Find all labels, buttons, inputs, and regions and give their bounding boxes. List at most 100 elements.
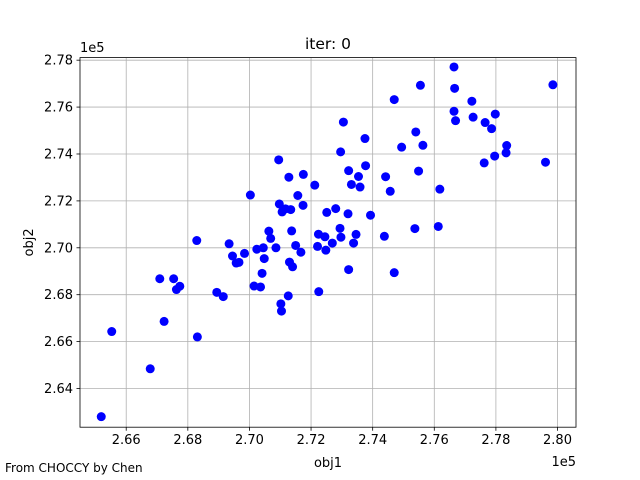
y-axis-ticks: 2.64 2.66 2.68 2.70 2.72 2.74 2.76 2.78 [44,54,80,397]
data-point [271,243,281,253]
data-point [344,166,354,176]
data-point [259,254,269,264]
data-point [366,210,376,220]
x-axis-offset-label: 1e5 [551,455,576,470]
data-point [159,316,169,326]
data-point [218,292,228,302]
data-point [501,148,511,158]
y-tick-label: 2.66 [44,335,73,350]
y-tick-label: 2.72 [44,194,73,209]
x-tick-label: 2.74 [358,433,387,448]
plot-frame [79,57,577,428]
y-tick-label: 2.70 [44,241,73,256]
data-point [276,306,286,316]
data-point [548,80,558,90]
data-point [234,257,244,267]
data-point [336,232,346,242]
data-point [313,241,323,251]
data-point [344,265,354,275]
data-point [381,172,391,182]
data-point [107,327,117,337]
data-point [468,112,478,122]
data-point [240,248,250,258]
data-point [541,157,551,167]
data-point [418,140,428,150]
data-point [310,180,320,190]
data-point [433,221,443,231]
data-point [490,151,500,161]
data-point [96,412,106,422]
data-point [451,116,461,126]
x-tick-label: 2.78 [481,433,510,448]
data-point [298,169,308,179]
data-point [145,364,155,374]
data-point [274,199,284,209]
data-point [360,134,370,144]
data-point [449,62,459,72]
data-point [212,287,222,297]
data-point [257,268,267,278]
x-tick-label: 2.70 [235,433,264,448]
data-point [286,205,296,215]
data-point [379,231,389,241]
data-point [502,141,512,151]
footer-credit: From CHOCCY by Chen [5,461,143,475]
x-tick-label: 2.66 [112,433,141,448]
x-tick-label: 2.80 [543,433,572,448]
data-point [276,299,286,309]
data-point [435,184,445,194]
data-point [353,172,363,182]
data-point [351,229,361,239]
data-point [192,332,202,342]
data-point [385,186,395,196]
data-point [284,172,294,182]
data-point [355,182,365,192]
data-point [487,124,497,134]
data-point [411,127,421,137]
data-point [449,106,459,116]
data-point [321,245,331,255]
data-point [410,224,420,234]
x-tick-label: 2.72 [297,433,326,448]
data-point [338,117,348,127]
x-tick-label: 2.68 [173,433,202,448]
chart-title: iter: 0 [305,35,351,53]
data-point [274,155,284,165]
data-point [245,190,255,200]
x-tick-label: 2.76 [420,433,449,448]
data-point [450,83,460,93]
data-point [320,232,330,242]
y-tick-label: 2.68 [44,288,73,303]
data-point [490,109,500,119]
data-point [266,233,276,243]
data-point [414,166,424,176]
y-tick-label: 2.74 [44,147,73,162]
x-axis-ticks: 2.66 2.68 2.70 2.72 2.74 2.76 2.78 2.80 [112,427,572,448]
data-point [256,282,266,292]
data-point [331,204,341,214]
data-point [349,238,359,248]
data-point [479,158,489,168]
data-point [296,247,306,257]
data-point [298,200,308,210]
data-point [343,209,353,219]
data-point [293,190,303,200]
data-point [291,240,301,250]
data-point [288,262,298,272]
data-point [287,226,297,236]
data-points [96,62,558,422]
data-point [155,274,165,284]
data-point [361,161,371,171]
data-point [389,95,399,105]
data-point [335,223,345,233]
data-point [480,118,490,128]
data-point [258,243,268,253]
data-point [283,291,293,301]
data-point [389,268,399,278]
data-point [224,239,234,249]
data-point [397,142,407,152]
data-point [175,281,185,291]
data-point [169,274,179,284]
data-point [264,226,274,236]
